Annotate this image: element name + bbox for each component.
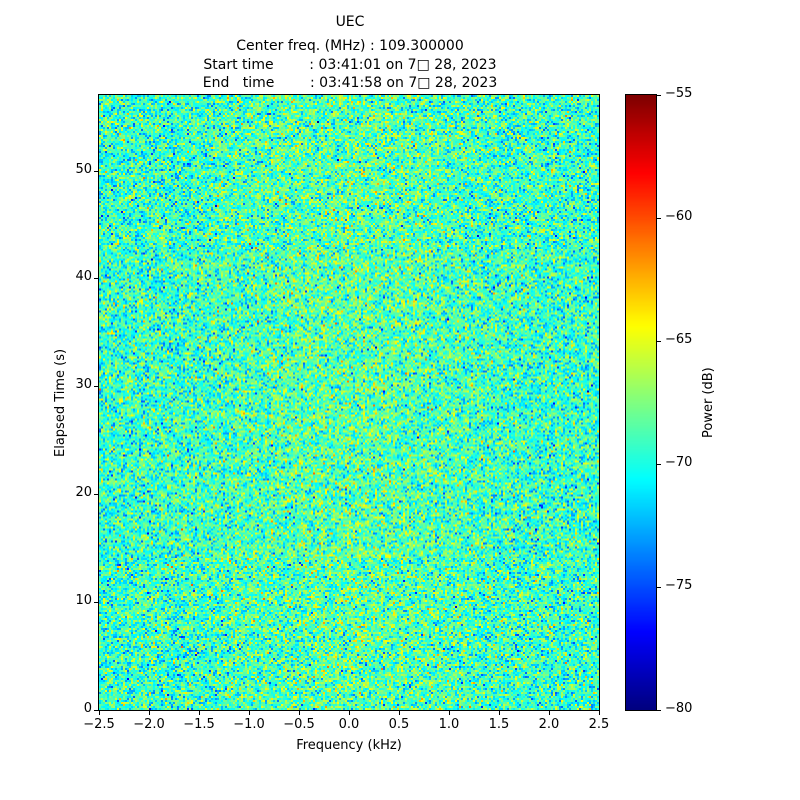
x-tick-mark — [449, 711, 450, 715]
x-tick-label: 1.5 — [488, 717, 510, 732]
spectrogram-plot — [98, 94, 600, 711]
x-tick-label: 2.0 — [538, 717, 560, 732]
x-tick-label: −1.0 — [233, 717, 265, 732]
x-tick-label: 1.0 — [438, 717, 460, 732]
spectrogram-canvas — [99, 95, 599, 710]
y-tick-mark — [94, 710, 98, 711]
x-tick-mark — [249, 711, 250, 715]
x-tick-label: −2.5 — [83, 717, 115, 732]
y-tick-label: 30 — [75, 377, 92, 393]
x-tick-mark — [399, 711, 400, 715]
colorbar-tick-mark — [657, 587, 661, 588]
x-tick-mark — [499, 711, 500, 715]
x-axis-label: Frequency (kHz) — [296, 738, 402, 753]
colorbar-tick-label: −65 — [665, 332, 693, 347]
colorbar-tick-mark — [657, 710, 661, 711]
y-tick-mark — [94, 494, 98, 496]
colorbar-canvas — [626, 95, 656, 710]
x-tick-label: −2.0 — [133, 717, 165, 732]
end-time-line: End time : 03:41:58 on 7□ 28, 2023 — [202, 75, 498, 91]
y-tick-mark — [94, 278, 98, 280]
y-tick-label: 40 — [75, 269, 92, 285]
y-tick-mark — [94, 170, 98, 172]
colorbar-tick-mark — [657, 218, 661, 219]
start-time-line: Start time : 03:41:01 on 7□ 28, 2023 — [203, 57, 497, 73]
y-tick-label: 10 — [75, 593, 92, 609]
colorbar-tick-label: −55 — [665, 86, 693, 101]
colorbar-tick-label: −75 — [665, 578, 693, 593]
colorbar-tick-mark — [657, 341, 661, 342]
colorbar-tick-label: −80 — [665, 701, 693, 716]
y-axis-label: Elapsed Time (s) — [53, 348, 68, 457]
colorbar-tick-mark — [657, 464, 661, 465]
x-tick-label: −1.5 — [183, 717, 215, 732]
y-tick-label: 50 — [75, 161, 92, 177]
x-tick-mark — [299, 711, 300, 715]
x-tick-mark — [99, 711, 100, 715]
x-tick-label: −0.5 — [283, 717, 315, 732]
x-tick-mark — [149, 711, 150, 715]
x-tick-label: 2.5 — [588, 717, 610, 732]
colorbar-label: Power (dB) — [701, 367, 716, 438]
y-tick-mark — [94, 602, 98, 604]
colorbar-tick-label: −70 — [665, 455, 693, 470]
x-tick-mark — [549, 711, 550, 715]
y-tick-label: 0 — [83, 701, 92, 716]
colorbar-tick-mark — [657, 95, 661, 96]
colorbar — [625, 94, 657, 711]
x-tick-label: 0.5 — [388, 717, 410, 732]
y-tick-mark — [94, 386, 98, 388]
x-tick-label: 0.0 — [338, 717, 360, 732]
chart-title: UEC — [335, 14, 365, 30]
x-tick-mark — [349, 711, 350, 715]
x-tick-mark — [199, 711, 200, 715]
y-tick-label: 20 — [75, 485, 92, 501]
x-tick-mark — [599, 711, 600, 715]
center-freq-line: Center freq. (MHz) : 109.300000 — [236, 38, 464, 54]
colorbar-tick-label: −60 — [665, 209, 693, 224]
